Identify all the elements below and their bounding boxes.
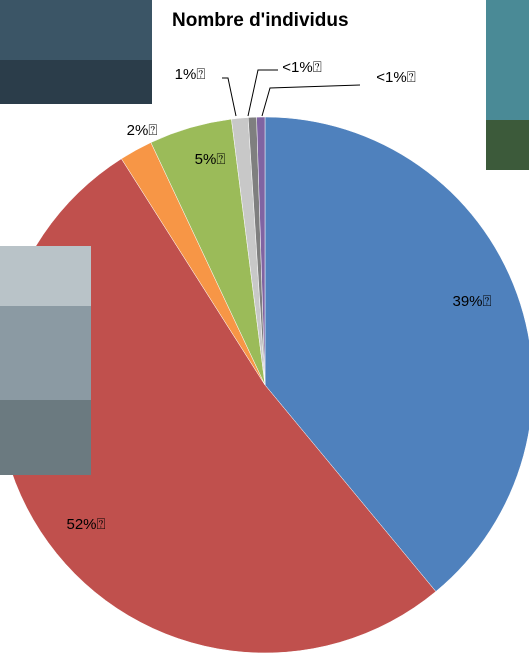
data-label: 39%⍰	[452, 293, 491, 310]
data-label: 5%⍰	[195, 151, 226, 168]
leader-line	[247, 69, 278, 117]
chart-title: Nombre d'individus	[172, 10, 349, 31]
title-background	[152, 0, 486, 42]
data-label: 1%⍰	[175, 66, 206, 83]
data-label: 52%⍰	[66, 516, 105, 533]
data-label: <1%⍰	[376, 69, 415, 86]
data-label: 2%⍰	[127, 122, 158, 139]
pie-slice	[264, 116, 529, 592]
pie-slice	[256, 116, 266, 386]
leader-line	[261, 84, 361, 117]
photos	[0, 0, 529, 475]
data-labels: 39%⍰ 52%⍰ 2%⍰ 5%⍰ 1%⍰ <1%⍰ <1%⍰	[66, 59, 491, 533]
pie	[0, 116, 529, 653]
photo-seabed	[486, 120, 529, 170]
leader-lines	[222, 69, 361, 117]
data-label: <1%⍰	[282, 59, 321, 76]
leader-line	[222, 77, 237, 117]
photo-water	[0, 60, 152, 104]
photo-sky	[0, 246, 91, 306]
photo-water	[0, 400, 91, 475]
